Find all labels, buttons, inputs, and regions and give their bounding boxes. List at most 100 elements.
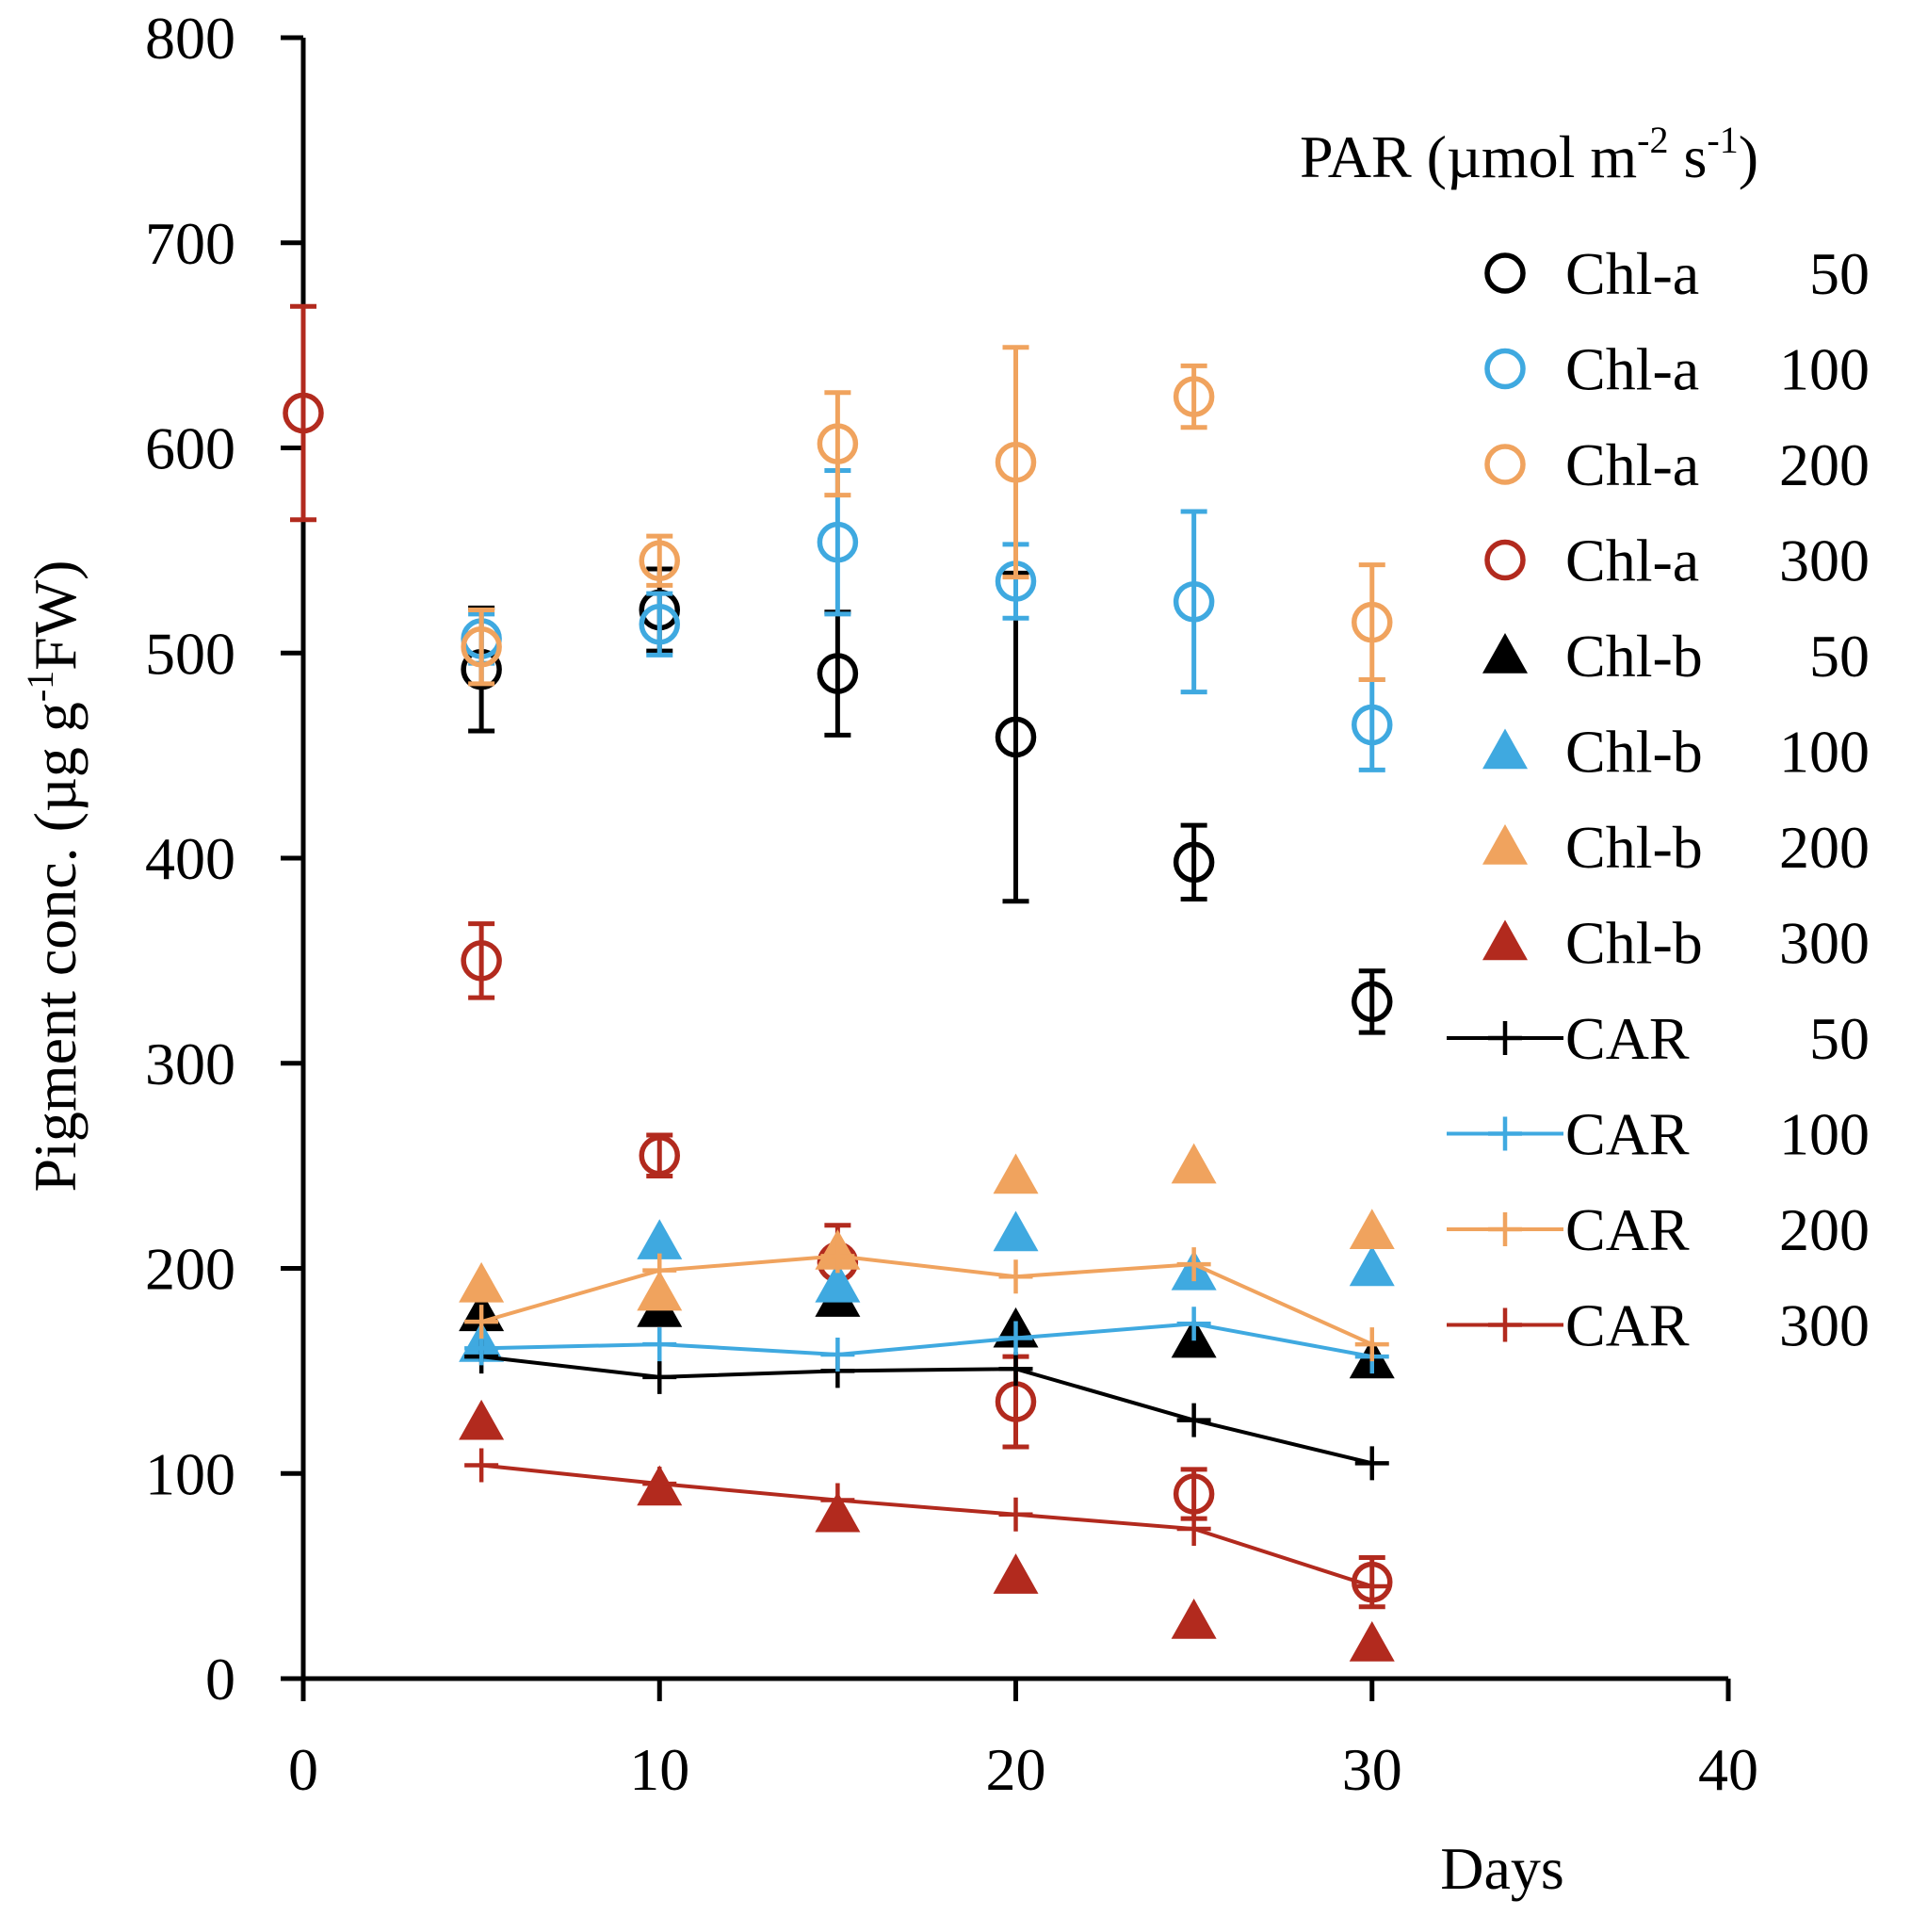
data-point [637, 1219, 683, 1259]
y-axis-title: Pigment conc. (µg g-1FW) [19, 560, 89, 1193]
series-chl-a-50 [461, 566, 1393, 1035]
data-point [637, 1270, 683, 1311]
legend-par: 200 [1779, 814, 1870, 881]
y-tick-label: 500 [145, 620, 235, 687]
legend-name: CAR [1565, 1101, 1690, 1168]
legend-par: 50 [1809, 1005, 1870, 1072]
data-point [820, 1239, 855, 1274]
data-point [464, 1448, 499, 1483]
data-point [1171, 1599, 1217, 1639]
error-bar [468, 921, 495, 1000]
legend-par: 200 [1779, 431, 1870, 498]
legend-marker [1488, 1116, 1522, 1151]
data-point [1354, 1327, 1389, 1362]
legend-marker [1488, 1307, 1522, 1342]
data-point [642, 1327, 677, 1362]
x-tick-label: 20 [986, 1736, 1046, 1803]
legend-name: Chl-a [1565, 528, 1699, 594]
series-line-car-50 [480, 1355, 1373, 1466]
legend-entry-chl-a-100: Chl-a 100 [1484, 336, 1870, 403]
series-chl-a-300 [283, 303, 1393, 1610]
error-bar [1180, 509, 1207, 695]
legend-name: CAR [1565, 1196, 1690, 1263]
legend-entry-car-300: CAR 300 [1447, 1292, 1870, 1359]
legend-entry-car-200: CAR 200 [1447, 1196, 1870, 1263]
data-point [459, 1399, 505, 1440]
legend-entry-chl-a-300: Chl-a 300 [1484, 528, 1870, 594]
data-point [1173, 581, 1215, 623]
legend-name: Chl-a [1565, 240, 1699, 307]
data-point [1173, 841, 1215, 884]
y-tick-label: 600 [145, 415, 235, 482]
data-point [1349, 1209, 1395, 1250]
x-tick-label: 0 [288, 1736, 318, 1803]
legend-par: 100 [1779, 719, 1870, 786]
data-point [464, 1305, 499, 1339]
y-tick-label: 200 [145, 1236, 235, 1303]
data-point [1176, 1403, 1211, 1437]
legend-par: 200 [1779, 1196, 1870, 1263]
data-point [459, 1261, 505, 1303]
error-bar [646, 591, 673, 658]
y-tick-label: 300 [145, 1031, 235, 1097]
axes: 0 100 200 300 400 500 600 700 800 0 10 20 30 40 [145, 5, 1758, 1803]
data-point [1176, 1512, 1211, 1547]
data-point [998, 1497, 1033, 1532]
legend-marker [1482, 633, 1528, 674]
series-car-50 [464, 1339, 1389, 1481]
legend-entry-car-100: CAR 100 [1447, 1101, 1870, 1168]
legend-marker [1484, 348, 1526, 390]
y-tick-label: 0 [205, 1646, 235, 1713]
legend-par: 300 [1779, 1292, 1870, 1359]
x-tick-label: 40 [1698, 1736, 1758, 1803]
legend-marker [1488, 1021, 1522, 1055]
data-point [639, 604, 680, 645]
y-tick-label: 100 [145, 1440, 235, 1507]
series-car-100 [464, 1307, 1389, 1374]
data-point [995, 716, 1037, 758]
series-chl-b-300 [459, 1399, 1395, 1662]
error-bar [1002, 345, 1029, 580]
legend-par: 300 [1779, 910, 1870, 977]
series-chl-b-200 [459, 1143, 1395, 1311]
legend-marker [1482, 728, 1528, 770]
data-point [998, 1321, 1033, 1356]
data-point [1349, 1245, 1395, 1287]
legend-title: PAR (µmol m-2 s-1) [1300, 119, 1758, 190]
legend-par: 300 [1779, 528, 1870, 594]
series-chl-a-200 [461, 345, 1393, 687]
x-tick-label: 10 [629, 1736, 689, 1803]
legend-name: Chl-b [1565, 719, 1703, 786]
legend-entry-chl-b-200: Chl-b 200 [1482, 814, 1870, 881]
series-car-200 [464, 1239, 1389, 1362]
error-bar [824, 609, 851, 738]
series-car-300 [464, 1448, 1389, 1604]
legend-name: Chl-b [1565, 814, 1703, 881]
data-point [1176, 1247, 1211, 1282]
legend: Chl-a 50 Chl-a 100 Chl-a 200 Chl-a 300 Chl-b 50 Ch… [1447, 240, 1870, 1359]
y-tick-label: 800 [145, 5, 235, 72]
legend-entry-chl-b-300: Chl-b 300 [1482, 910, 1870, 977]
legend-entry-car-50: CAR 50 [1447, 1005, 1870, 1072]
data-point [1352, 601, 1393, 643]
series-chl-a-100 [461, 467, 1393, 772]
error-bar [1358, 968, 1385, 1035]
data-point [1176, 1307, 1211, 1341]
legend-par: 50 [1809, 623, 1870, 690]
data-point [1173, 376, 1215, 417]
legend-par: 100 [1779, 336, 1870, 403]
legend-par: 100 [1779, 1101, 1870, 1168]
data-point [998, 1352, 1033, 1387]
legend-name: CAR [1565, 1292, 1690, 1359]
data-point [642, 1467, 677, 1502]
legend-marker [1482, 824, 1528, 865]
error-bar [1002, 570, 1029, 904]
data-point [639, 1134, 680, 1177]
legend-marker [1482, 919, 1528, 961]
data-point [461, 940, 502, 982]
x-tick-label: 30 [1342, 1736, 1402, 1803]
data-point [1352, 981, 1393, 1023]
data-point [1171, 1143, 1217, 1184]
legend-marker [1488, 1212, 1522, 1246]
